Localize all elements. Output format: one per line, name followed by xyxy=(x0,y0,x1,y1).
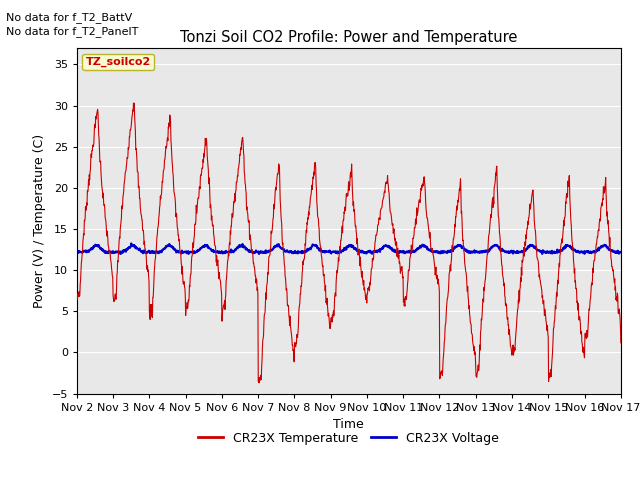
Title: Tonzi Soil CO2 Profile: Power and Temperature: Tonzi Soil CO2 Profile: Power and Temper… xyxy=(180,30,518,46)
X-axis label: Time: Time xyxy=(333,418,364,431)
Legend: CR23X Temperature, CR23X Voltage: CR23X Temperature, CR23X Voltage xyxy=(193,427,504,450)
Text: No data for f_T2_PanelT: No data for f_T2_PanelT xyxy=(6,26,139,37)
Text: No data for f_T2_BattV: No data for f_T2_BattV xyxy=(6,12,132,23)
Y-axis label: Power (V) / Temperature (C): Power (V) / Temperature (C) xyxy=(33,134,46,308)
